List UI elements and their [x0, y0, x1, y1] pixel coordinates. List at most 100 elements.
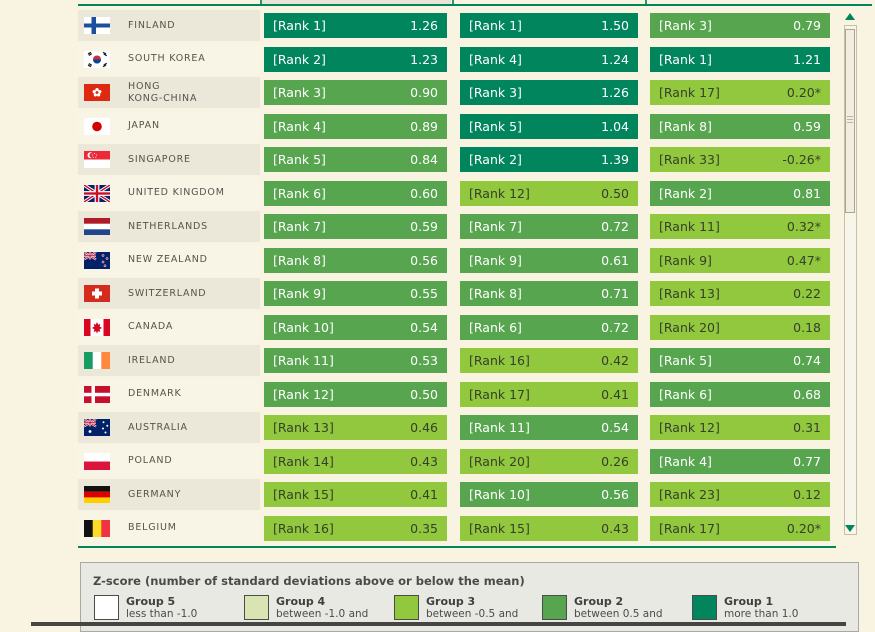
rank-cell-col3: [Rank 17] 0.20*	[650, 515, 830, 541]
rank-label: [Rank 11]	[273, 353, 334, 368]
rank-label: [Rank 15]	[469, 520, 530, 536]
rank-cell-col3: [Rank 11] 0.32*	[650, 214, 830, 239]
table-row: DENMARK [Rank 12] 0.50 [Rank 17] 0.41 [R…	[78, 378, 830, 410]
rank-cell-col1: [Rank 6] 0.60	[264, 180, 447, 206]
rank-label: [Rank 3]	[273, 85, 326, 100]
scrollbar-thumb[interactable]	[845, 29, 855, 213]
legend-group-name: Group 4	[276, 595, 326, 608]
legend-color-swatch	[394, 595, 419, 620]
rank-label: [Rank 8]	[273, 252, 326, 268]
country-flag-icon	[84, 184, 110, 202]
rank-cell-col3: [Rank 6] 0.68	[650, 381, 830, 407]
country-cell: HONG KONG-CHINA	[78, 77, 260, 108]
table-row: JAPAN [Rank 4] 0.89 [Rank 5] 1.04 [Rank …	[78, 110, 830, 142]
zscore-value: 1.50	[601, 18, 629, 33]
legend-group-range: less than -1.0	[126, 608, 198, 620]
legend-color-swatch	[692, 595, 717, 620]
rank-cell-col2: [Rank 16] 0.42	[460, 348, 638, 373]
country-name: BELGIUM	[128, 522, 177, 533]
cutoff-header-sliver	[0, 0, 875, 4]
country-name: FINLAND	[128, 19, 176, 31]
country-flag-icon	[84, 519, 110, 537]
rank-label: [Rank 13]	[659, 286, 720, 301]
country-cell: FINLAND	[78, 10, 260, 41]
rank-cell-col3: [Rank 17] 0.20*	[650, 80, 830, 105]
rank-label: [Rank 17]	[659, 520, 720, 536]
table-row: BELGIUM [Rank 16] 0.35 [Rank 15] 0.43 [R…	[78, 512, 830, 544]
zscore-value: 0.12	[793, 487, 821, 502]
country-flag-icon	[84, 218, 110, 235]
zscore-legend-panel: Z-score (number of standard deviations a…	[80, 562, 859, 632]
rank-label: [Rank 10]	[273, 319, 334, 335]
scroll-down-arrow-icon[interactable]	[845, 525, 855, 532]
rank-label: [Rank 23]	[659, 487, 720, 502]
rank-cell-col2: [Rank 15] 0.43	[460, 515, 638, 541]
scrollbar-track[interactable]	[844, 25, 857, 535]
table-row: AUSTRALIA [Rank 13] 0.46 [Rank 11] 0.54 …	[78, 412, 830, 443]
country-cell: CANADA	[78, 311, 260, 343]
country-cell: IRELAND	[78, 345, 260, 376]
rank-label: [Rank 7]	[469, 219, 522, 234]
zscore-value: 0.20*	[786, 85, 821, 100]
rank-cell-col2: [Rank 2] 1.39	[460, 147, 638, 172]
rank-cell-col3: [Rank 5] 0.74	[650, 348, 830, 373]
rank-label: [Rank 6]	[659, 386, 712, 402]
country-flag-icon	[84, 352, 110, 369]
rank-cell-col2: [Rank 8] 0.71	[460, 281, 638, 306]
rank-label: [Rank 5]	[469, 118, 522, 134]
zscore-value: 1.26	[601, 85, 629, 100]
country-cell: POLAND	[78, 445, 260, 477]
scrollbar-grip-icon	[847, 116, 853, 124]
table-row: NETHERLANDS [Rank 7] 0.59 [Rank 7] 0.72 …	[78, 211, 830, 242]
country-cell: SWITZERLAND	[78, 278, 260, 309]
rank-cell-col1: [Rank 5] 0.84	[264, 147, 447, 172]
rank-label: [Rank 16]	[469, 353, 530, 368]
rank-label: [Rank 9]	[273, 286, 326, 301]
rank-cell-col2: [Rank 7] 0.72	[460, 214, 638, 239]
zscore-value: 0.61	[601, 252, 629, 268]
country-flag-icon	[84, 285, 110, 302]
rank-cell-col2: [Rank 3] 1.26	[460, 80, 638, 105]
zscore-value: 0.41	[601, 386, 629, 402]
zscore-value: 0.59	[793, 118, 821, 134]
legend-group-range: between -1.0 and	[276, 608, 369, 620]
zscore-value: 0.60	[410, 185, 438, 201]
country-flag-icon	[84, 84, 110, 101]
zscore-value: 0.46	[410, 420, 438, 435]
country-cell: NETHERLANDS	[78, 211, 260, 242]
rank-label: [Rank 1]	[659, 51, 712, 67]
column-separator	[260, 0, 262, 4]
zscore-value: 0.53	[410, 353, 438, 368]
rank-cell-col3: [Rank 23] 0.12	[650, 482, 830, 507]
rank-label: [Rank 5]	[273, 152, 326, 167]
country-cell: GERMANY	[78, 479, 260, 510]
zscore-value: 0.54	[410, 319, 438, 335]
zscore-value: 1.23	[410, 51, 438, 67]
zscore-value: 0.50	[410, 386, 438, 402]
zscore-value: 0.54	[601, 420, 629, 435]
scroll-up-arrow-icon[interactable]	[845, 13, 855, 20]
country-flag-icon	[84, 50, 110, 68]
rank-label: [Rank 2]	[469, 152, 522, 167]
zscore-value: 0.72	[601, 219, 629, 234]
rank-cell-col3: [Rank 3] 0.79	[650, 13, 830, 38]
rank-cell-col2: [Rank 6] 0.72	[460, 314, 638, 340]
zscore-value: 0.31	[793, 420, 821, 435]
rank-cell-col2: [Rank 10] 0.56	[460, 482, 638, 507]
rank-label: [Rank 4]	[273, 118, 326, 134]
country-cell: BELGIUM	[78, 512, 260, 544]
country-name: NEW ZEALAND	[128, 254, 208, 265]
legend-group-item: Group 4 between -1.0 and	[244, 595, 368, 621]
rank-cell-col2: [Rank 12] 0.50	[460, 180, 638, 206]
rank-label: [Rank 6]	[469, 319, 522, 335]
table-row: IRELAND [Rank 11] 0.53 [Rank 16] 0.42 [R…	[78, 345, 830, 376]
rank-cell-col1: [Rank 9] 0.55	[264, 281, 447, 306]
country-name: JAPAN	[128, 120, 160, 131]
rank-cell-col3: [Rank 20] 0.18	[650, 314, 830, 340]
table-row: CANADA [Rank 10] 0.54 [Rank 6] 0.72 [Ran…	[78, 311, 830, 343]
zscore-value: 0.84	[410, 152, 438, 167]
rank-label: [Rank 1]	[469, 18, 522, 33]
legend-title: Z-score (number of standard deviations a…	[93, 574, 525, 588]
country-flag-icon	[84, 486, 110, 503]
rank-cell-col2: [Rank 11] 0.54	[460, 415, 638, 440]
